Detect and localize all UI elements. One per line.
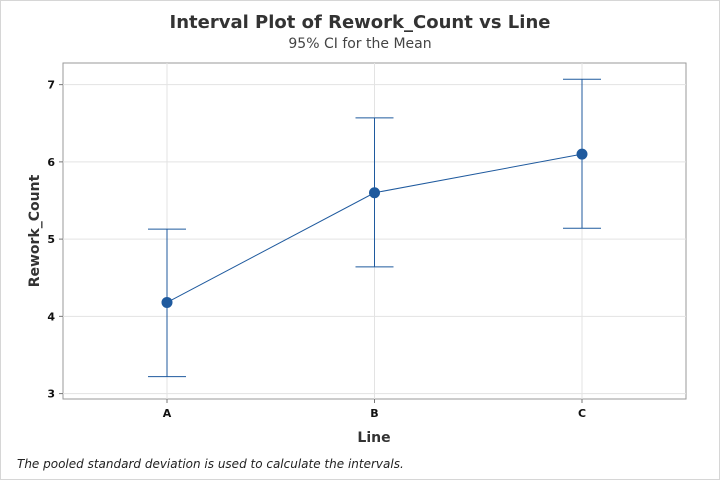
y-tick-label: 6 xyxy=(47,156,55,169)
y-tick-label: 7 xyxy=(47,79,55,92)
x-tick-label: C xyxy=(578,407,586,420)
x-tick-label: A xyxy=(163,407,172,420)
x-axis-ticks: A B C xyxy=(163,399,586,420)
x-axis-label: Line xyxy=(357,430,390,446)
interval-marks xyxy=(148,78,601,378)
chart-title: Interval Plot of Rework_Count vs Line xyxy=(169,12,551,33)
y-tick-label: 4 xyxy=(47,310,55,323)
y-axis-label: Rework_Count xyxy=(27,174,43,287)
mean-point-A xyxy=(161,296,173,308)
y-tick-label: 5 xyxy=(47,233,55,246)
mean-point-C xyxy=(576,148,588,160)
y-tick-label: 3 xyxy=(47,388,55,401)
mean-point-B xyxy=(369,187,380,199)
y-axis-ticks: 3 4 5 6 7 xyxy=(47,79,63,401)
chart-subtitle: 95% CI for the Mean xyxy=(288,36,432,52)
x-tick-label: B xyxy=(370,407,378,420)
footnote: The pooled standard deviation is used to… xyxy=(17,457,404,471)
